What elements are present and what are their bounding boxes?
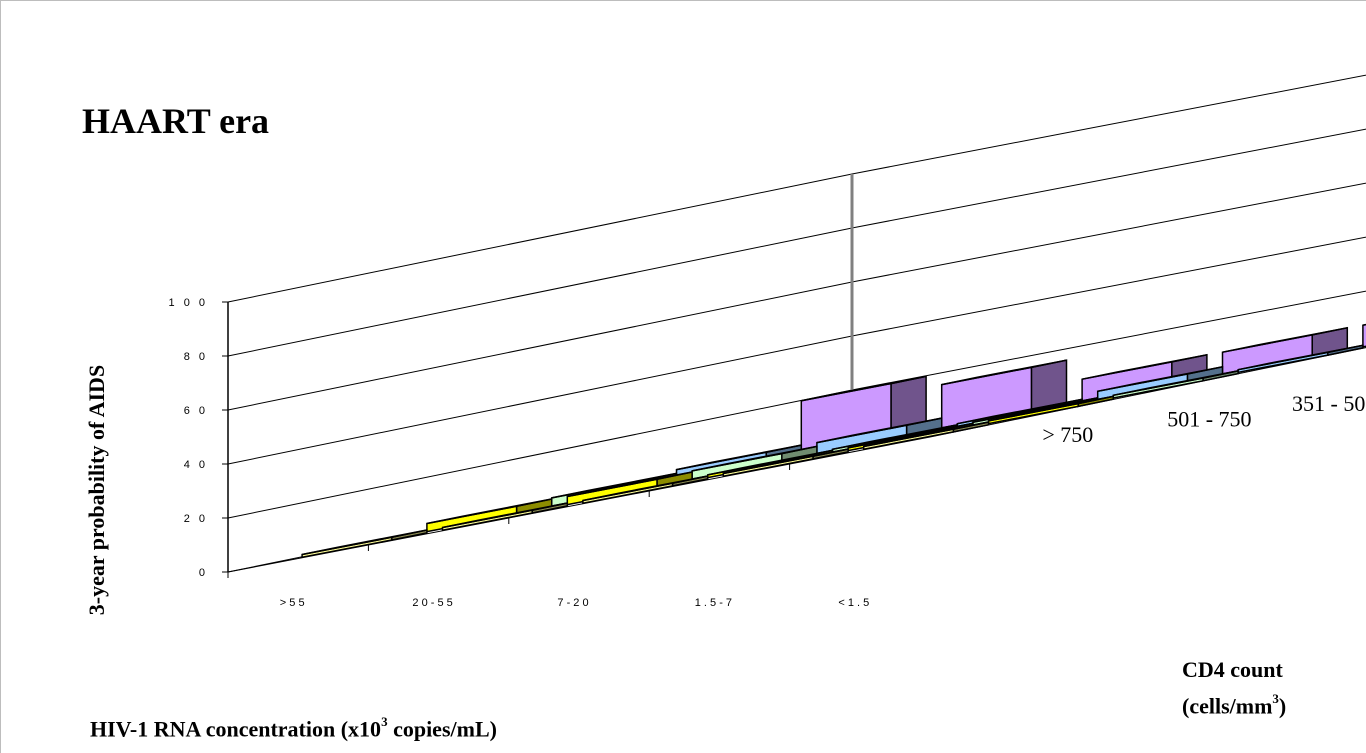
x-tick-label: 2 0 - 5 5 [412, 597, 452, 609]
bar-top [972, 397, 1098, 424]
x-tick-label: 7 - 2 0 [557, 597, 588, 609]
bar [301, 529, 428, 559]
depth-axis-line [929, 347, 1366, 438]
slide-left-border [0, 0, 1, 753]
z-axis-label-line1: CD4 count [1182, 657, 1283, 682]
depth-tick-label: 351 - 500 [1292, 391, 1366, 416]
bar-top [551, 472, 677, 499]
x-axis-label-suffix: copies/mL) [387, 716, 497, 742]
bar-top [442, 502, 568, 529]
gridline [227, 128, 1366, 357]
z-axis-label: CD4 count (cells/mm3) [1182, 654, 1286, 721]
bar-top [941, 359, 1067, 386]
y-tick-label: 0 [199, 567, 208, 579]
depth-tick-label: > 750 [1042, 422, 1093, 447]
bar-top [426, 498, 552, 525]
y-tick-label: 6 0 [184, 405, 208, 417]
bar-top [1237, 344, 1364, 371]
bar-front [1362, 323, 1366, 348]
z-axis-label-exponent: 3 [1272, 691, 1279, 706]
bar [1112, 369, 1239, 399]
bars [301, 323, 1366, 559]
bar-top [832, 424, 958, 451]
bar-top [707, 449, 833, 476]
bar-top [582, 475, 708, 502]
x-tick-label: < 1 . 5 [838, 597, 869, 609]
bar-top [1222, 327, 1348, 353]
bar [1096, 365, 1224, 401]
bar [1221, 326, 1349, 375]
bar-top [816, 417, 942, 444]
slide-top-border [0, 0, 1366, 1]
z-axis-label-line2-prefix: (cells/mm [1182, 693, 1273, 719]
bar-top [847, 422, 974, 449]
axis-walls [227, 174, 1366, 573]
bar [722, 448, 849, 478]
x-tick-labels: > 5 5 2 0 - 5 5 7 - 2 0 1 . 5 - 7 < 1 . 5 [227, 464, 869, 609]
bar [987, 395, 1115, 425]
bar-top [691, 445, 818, 472]
bar [1362, 323, 1366, 348]
y-tick-label: 1 0 0 [169, 297, 208, 309]
grid-lines [227, 74, 1366, 573]
y-tick-label: 2 0 [184, 513, 208, 525]
y-axis-label: 3-year probability of AIDS [84, 364, 109, 616]
bar-top [1113, 370, 1239, 397]
bar-top [676, 444, 802, 471]
gridline [227, 290, 1366, 519]
x-tick-label: 1 . 5 - 7 [695, 597, 732, 609]
bar-top [1362, 323, 1366, 326]
y-tick-label: 8 0 [184, 351, 208, 363]
bar-top [1081, 354, 1208, 380]
bar [582, 475, 709, 505]
bar-top [957, 398, 1083, 425]
x-axis-label-exponent: 3 [381, 714, 388, 729]
bar-top [801, 375, 927, 402]
bar [816, 417, 943, 455]
bar-top [988, 395, 1114, 422]
depth-tick-label: 501 - 750 [1167, 407, 1251, 432]
depth-tick-labels: < 200201 - 350351 - 500501 - 750> 750 [1042, 391, 1366, 447]
bar-top [567, 471, 693, 498]
bar [862, 421, 990, 451]
gridline [227, 344, 1366, 573]
bar-top [1097, 366, 1223, 393]
bar-top [301, 529, 428, 556]
x-tick-label: > 5 5 [280, 597, 305, 609]
z-axis-label-line2: (cells/mm3) [1182, 685, 1286, 721]
x-axis-label: HIV-1 RNA concentration (x103 copies/mL) [90, 714, 497, 742]
y-tick-label: 4 0 [184, 459, 208, 471]
z-axis-label-line2-suffix: ) [1278, 693, 1287, 719]
bar-top [723, 448, 849, 475]
bar [441, 502, 569, 532]
chart-title: HAART era [82, 101, 270, 141]
bar-top [863, 421, 989, 448]
x-axis-label-prefix: HIV-1 RNA concentration (x10 [90, 716, 382, 742]
gridline [227, 74, 1366, 303]
bar [1237, 344, 1364, 374]
y-tick-labels: 0 2 0 4 0 6 0 8 0 1 0 0 [169, 297, 228, 579]
